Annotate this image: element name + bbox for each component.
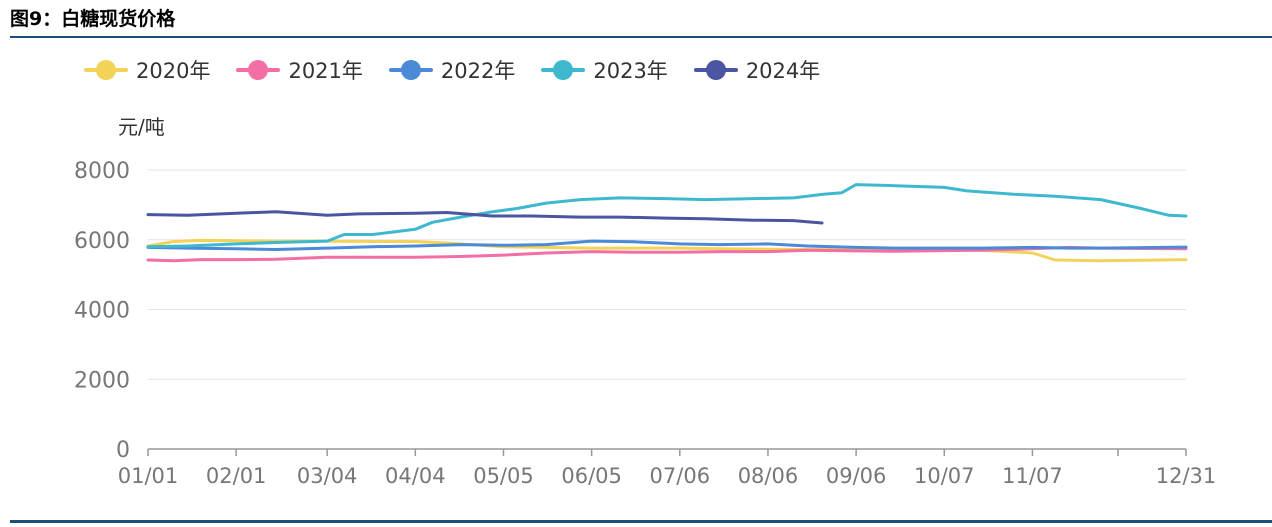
- legend-item[interactable]: 2024年: [693, 55, 821, 85]
- y-tick-label: 4000: [74, 299, 130, 324]
- legend-label: 2021年: [288, 59, 363, 83]
- legend-label: 2023年: [593, 59, 668, 83]
- x-tick-label: 09/06: [826, 464, 887, 488]
- chart-legend: 2020年 2021年 2022年 2023年 2024年: [84, 55, 846, 85]
- series-line-2022: [146, 239, 1188, 251]
- legend-label: 2022年: [440, 59, 516, 83]
- x-tick-label: 11/07: [1002, 464, 1063, 488]
- top-divider: [10, 36, 1272, 38]
- x-tick-label: 04/04: [385, 464, 446, 488]
- x-tick-label: 08/06: [738, 464, 799, 488]
- legend-label: 2024年: [745, 59, 821, 83]
- legend-label: 2020年: [136, 59, 211, 83]
- legend-marker-icon: [388, 58, 433, 82]
- y-tick-label: 2000: [74, 368, 130, 393]
- x-tick-label: 05/05: [473, 464, 534, 488]
- x-tick-label: 06/05: [561, 464, 622, 488]
- y-tick-label: 8000: [74, 159, 130, 184]
- legend-item[interactable]: 2022年: [388, 55, 516, 85]
- series-line-2024: [146, 210, 824, 225]
- y-axis-label: 元/吨: [118, 115, 165, 139]
- series-line-2023: [146, 183, 1188, 249]
- legend-item[interactable]: 2021年: [236, 55, 363, 85]
- x-tick-label: 02/01: [206, 464, 267, 488]
- legend-item[interactable]: 2023年: [541, 55, 668, 85]
- page-title: 图9：白糖现货价格: [10, 8, 176, 30]
- bottom-divider: [10, 520, 1272, 523]
- x-tick-label: 01/01: [118, 464, 179, 488]
- legend-marker-icon: [236, 58, 281, 82]
- x-tick-label: 07/06: [650, 464, 711, 488]
- legend-marker-icon: [541, 58, 586, 82]
- x-tick-label: 10/07: [914, 464, 975, 488]
- legend-item[interactable]: 2020年: [84, 55, 210, 85]
- legend-marker-icon: [693, 58, 738, 82]
- x-tick-label: 12/31: [1156, 464, 1217, 488]
- y-tick-label: 0: [116, 438, 130, 463]
- legend-marker-icon: [84, 58, 128, 82]
- y-tick-label: 6000: [74, 229, 130, 254]
- x-tick-label: 03/04: [297, 464, 358, 488]
- series-line-2021: [146, 245, 1188, 263]
